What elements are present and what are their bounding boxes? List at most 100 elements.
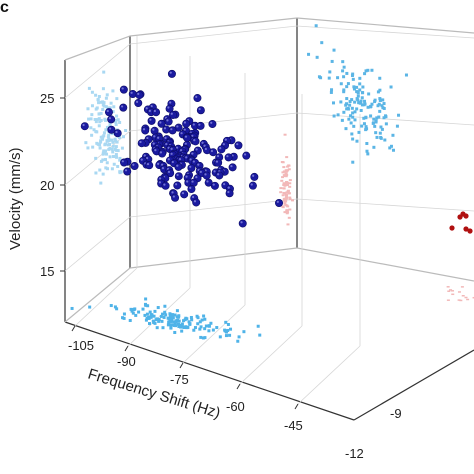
data-point — [167, 69, 176, 78]
projection-point — [372, 145, 376, 149]
projection-point — [94, 107, 98, 111]
projection-point — [361, 85, 365, 89]
projection-point — [91, 145, 95, 149]
projection-right-wall — [307, 24, 408, 164]
projection-point — [107, 137, 111, 141]
projection-point — [397, 113, 401, 117]
projection-point — [161, 326, 165, 330]
projection-point — [207, 329, 211, 333]
projection-point — [372, 121, 376, 125]
secondary-point — [285, 209, 289, 212]
data-point-highlight — [161, 163, 164, 166]
tick-label-x-3: -60 — [226, 399, 245, 414]
projection-point — [378, 88, 382, 92]
projection-point — [336, 76, 340, 80]
projection-point — [209, 321, 213, 325]
data-point — [248, 181, 257, 190]
data-point-highlight — [176, 173, 179, 177]
projection-point — [307, 52, 311, 56]
projection-point — [167, 320, 171, 324]
projection-point — [121, 135, 125, 139]
projection-point — [224, 334, 228, 338]
projection-point — [173, 313, 177, 317]
projection-point — [224, 320, 228, 324]
data-point-highlight — [158, 181, 162, 184]
data-point — [113, 129, 122, 138]
projection-point — [374, 120, 378, 124]
data-point-highlight — [153, 109, 156, 113]
projection-point — [350, 98, 354, 102]
projection-point — [99, 135, 103, 139]
grid-line-back-wall-2 — [129, 25, 298, 45]
projection-point — [131, 308, 135, 312]
projection-point — [99, 111, 103, 115]
secondary-point — [284, 197, 288, 200]
projection-point — [99, 181, 103, 185]
data-point — [168, 126, 177, 135]
data-point-highlight — [189, 186, 192, 189]
projection-point — [173, 330, 177, 334]
grid-line-floor-0 — [74, 267, 138, 327]
projection-point — [228, 333, 232, 337]
projection-point — [118, 156, 122, 160]
projection-point — [104, 118, 108, 122]
projection-point — [347, 117, 351, 121]
data-point-highlight — [121, 160, 124, 163]
projection-point — [101, 137, 105, 141]
projection-point — [170, 315, 174, 319]
projection-point — [153, 321, 157, 325]
top-edge-left — [64, 35, 131, 61]
projection-point — [353, 100, 357, 104]
floor-right-edge — [296, 247, 474, 282]
secondary-point — [281, 194, 285, 197]
data-point — [214, 158, 223, 167]
data-point-highlight — [170, 152, 173, 155]
projection-point — [376, 90, 380, 94]
projection-point — [122, 312, 126, 316]
data-point-highlight — [130, 91, 133, 94]
grid-line-floor-1 — [127, 287, 191, 347]
data-point-highlight — [215, 160, 219, 163]
projection-point — [242, 330, 246, 334]
projection-point — [377, 102, 381, 106]
projection-point — [359, 108, 363, 112]
data-point — [119, 103, 128, 112]
projection-point — [200, 318, 204, 322]
data-point-highlight — [227, 186, 230, 189]
secondary-point — [451, 290, 455, 292]
projection-point — [94, 120, 98, 124]
data-point-highlight — [176, 125, 179, 128]
data-point-highlight — [195, 175, 198, 179]
data-point-highlight — [183, 128, 186, 131]
projection-point — [94, 93, 98, 97]
data-point-highlight — [175, 183, 178, 186]
projection-point — [128, 318, 132, 322]
projection-point — [99, 139, 103, 143]
projection-point — [355, 139, 359, 143]
depth-axis-line — [353, 349, 474, 421]
data-point — [152, 108, 161, 117]
projection-point — [94, 130, 98, 134]
projection-point — [108, 106, 112, 110]
secondary-point — [288, 196, 292, 199]
secondary-point — [281, 161, 285, 164]
secondary-point — [287, 216, 291, 219]
projection-point — [109, 101, 113, 105]
projection-point — [184, 316, 188, 320]
projection-point — [101, 87, 105, 91]
tick-label-y-2: 25 — [40, 91, 54, 106]
secondary-point — [283, 211, 287, 214]
projection-point — [172, 320, 176, 324]
projection-point — [110, 138, 114, 142]
data-point — [187, 163, 196, 172]
data-point-highlight — [149, 118, 152, 121]
projection-point — [95, 118, 99, 122]
projection-point — [177, 322, 181, 326]
projection-point — [198, 320, 202, 324]
data-point-highlight — [204, 173, 207, 176]
projection-point — [150, 313, 154, 317]
secondary-point — [287, 192, 291, 195]
data-point — [141, 126, 150, 135]
projection-point — [203, 336, 207, 340]
data-point-highlight — [276, 200, 279, 203]
